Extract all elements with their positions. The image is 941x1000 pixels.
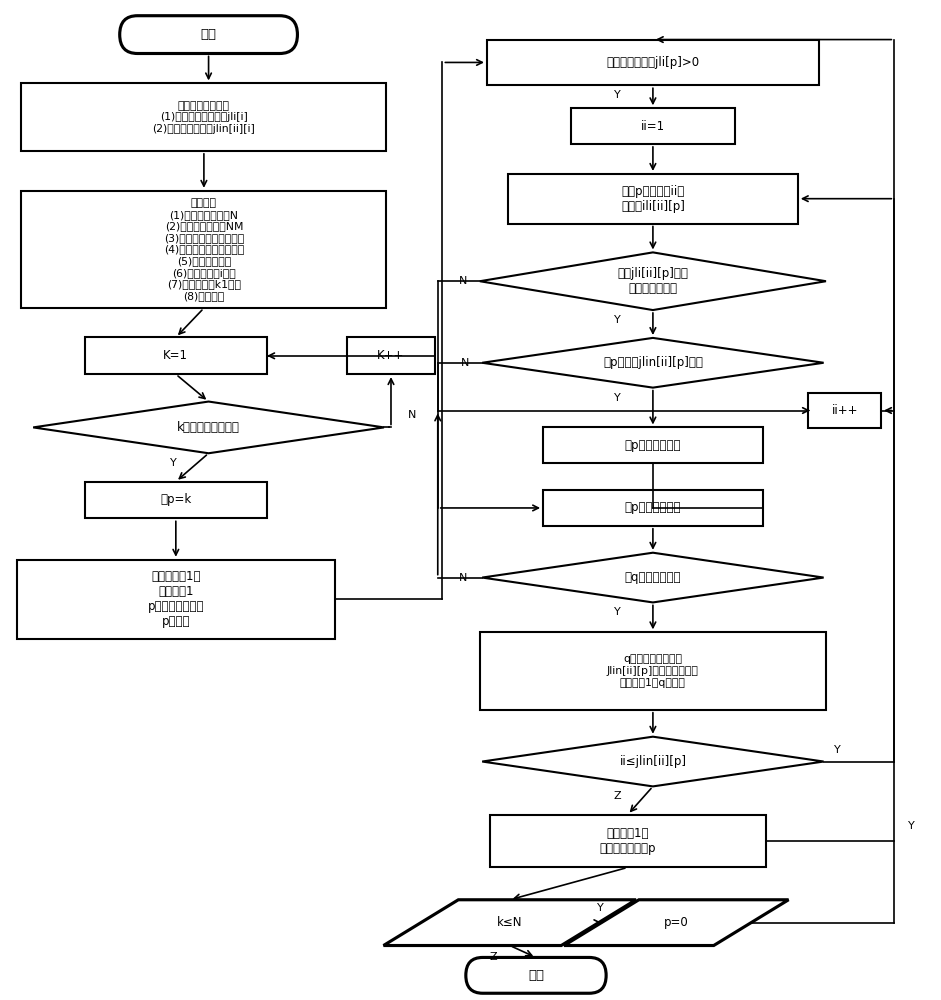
Text: 关联子程序调用：
(1)求节点关联支路数jli[i]
(2)求关联支路编号jlin[ii][i]: 关联子程序调用： (1)求节点关联支路数jli[i] (2)求关联支路编号jli… xyxy=(152,101,255,134)
Text: Y: Y xyxy=(908,821,915,831)
Text: K++: K++ xyxy=(377,349,405,362)
Text: 子系统号加1，
尾指针加1
p节点赋子系统号
p入队列: 子系统号加1， 尾指针加1 p节点赋子系统号 p入队列 xyxy=(148,570,204,628)
Polygon shape xyxy=(564,900,789,946)
Text: Y: Y xyxy=(835,745,841,755)
FancyBboxPatch shape xyxy=(22,191,387,308)
Text: Y: Y xyxy=(597,903,603,913)
Text: 支路jli[ii][p]投运
且未编子系统号: 支路jli[ii][p]投运 且未编子系统号 xyxy=(617,267,689,295)
Text: 开始: 开始 xyxy=(200,28,216,41)
Text: Z: Z xyxy=(614,791,621,801)
Polygon shape xyxy=(482,737,823,786)
Text: 令p为该支路起点: 令p为该支路起点 xyxy=(625,501,681,514)
FancyBboxPatch shape xyxy=(508,174,798,224)
FancyBboxPatch shape xyxy=(120,16,297,53)
Text: 取与p关联的第ii条
支路号ili[ii][p]: 取与p关联的第ii条 支路号ili[ii][p] xyxy=(621,185,685,213)
FancyBboxPatch shape xyxy=(17,560,335,639)
Text: 节点关联支路数jli[p]>0: 节点关联支路数jli[p]>0 xyxy=(606,56,699,69)
FancyBboxPatch shape xyxy=(346,337,436,374)
Text: 若q未编子系统号: 若q未编子系统号 xyxy=(625,571,681,584)
Text: k≤N: k≤N xyxy=(497,916,522,929)
Text: p=0: p=0 xyxy=(664,916,689,929)
Polygon shape xyxy=(482,553,823,602)
FancyBboxPatch shape xyxy=(571,108,735,144)
Text: 令p=k: 令p=k xyxy=(160,493,191,506)
Text: N: N xyxy=(459,573,468,583)
Polygon shape xyxy=(480,252,826,310)
FancyBboxPatch shape xyxy=(489,815,766,867)
Polygon shape xyxy=(384,900,636,946)
Text: Y: Y xyxy=(614,90,621,100)
Text: ii++: ii++ xyxy=(832,404,858,417)
Text: N: N xyxy=(461,358,470,368)
Text: ii=1: ii=1 xyxy=(641,120,665,133)
FancyBboxPatch shape xyxy=(543,490,763,526)
Text: Y: Y xyxy=(614,315,621,325)
Text: ii≤jlin[ii][p]: ii≤jlin[ii][p] xyxy=(619,755,686,768)
Text: 若p是支路jlin[ii][p]起点: 若p是支路jlin[ii][p]起点 xyxy=(603,356,703,369)
Text: Z: Z xyxy=(489,952,497,962)
Text: 头指针加1，
指向的节点号赋p: 头指针加1， 指向的节点号赋p xyxy=(599,827,656,855)
FancyBboxPatch shape xyxy=(480,632,826,710)
FancyBboxPatch shape xyxy=(85,337,267,374)
FancyBboxPatch shape xyxy=(22,83,387,151)
Text: Y: Y xyxy=(169,458,176,468)
FancyBboxPatch shape xyxy=(85,482,267,518)
Polygon shape xyxy=(33,402,384,453)
Text: Y: Y xyxy=(614,393,621,403)
Text: N: N xyxy=(407,410,416,420)
Text: Y: Y xyxy=(614,607,621,617)
FancyBboxPatch shape xyxy=(466,957,606,993)
FancyBboxPatch shape xyxy=(808,393,881,428)
Polygon shape xyxy=(482,338,823,388)
Text: N: N xyxy=(459,276,467,286)
FancyBboxPatch shape xyxy=(486,40,819,85)
Text: 初始化：
(1)电网节点总数赋N
(2)电网支路总数赋NM
(3)支路所属子系统号清零
(4)节点所属子系统号清零
(5)子系统号清零
(6)队列尾指针i清零
: 初始化： (1)电网节点总数赋N (2)电网支路总数赋NM (3)支路所属子系统… xyxy=(164,198,244,301)
Text: K=1: K=1 xyxy=(164,349,188,362)
Text: q节点编子系统号，
Jlin[ii][p]支路编子系统号
尾指针加1，q入队列: q节点编子系统号， Jlin[ii][p]支路编子系统号 尾指针加1，q入队列 xyxy=(607,654,699,688)
FancyBboxPatch shape xyxy=(543,427,763,463)
Text: 令p为该支路末点: 令p为该支路末点 xyxy=(625,439,681,452)
Text: k节点未编子系统号: k节点未编子系统号 xyxy=(177,421,240,434)
Text: 结束: 结束 xyxy=(528,969,544,982)
